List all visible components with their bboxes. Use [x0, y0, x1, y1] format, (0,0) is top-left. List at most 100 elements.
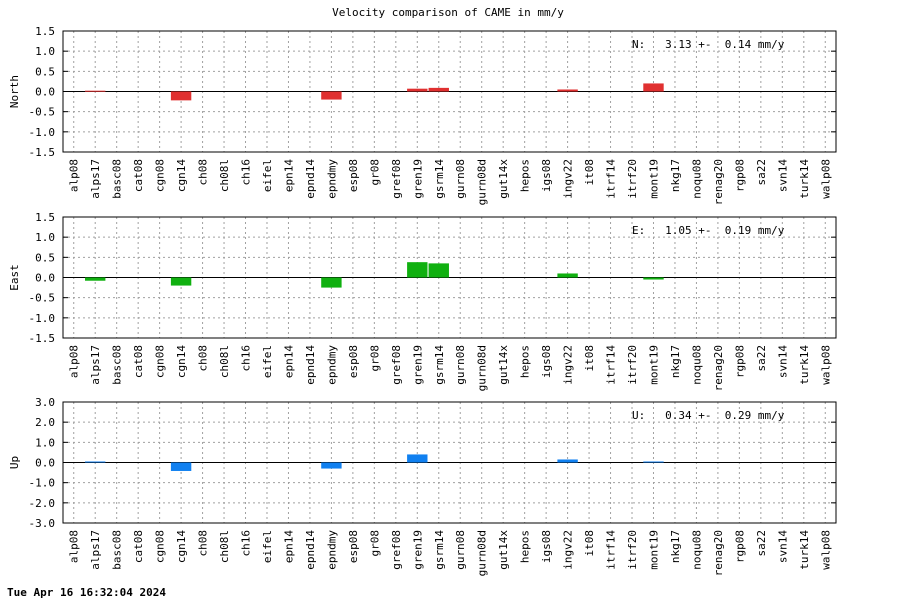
x-tick-label: esp08 — [347, 530, 360, 563]
x-tick-label: renag20 — [712, 345, 725, 391]
x-tick-label: epnd14 — [304, 345, 317, 385]
x-tick-label: epnd14 — [304, 530, 317, 570]
x-tick-label: basc08 — [111, 530, 124, 570]
x-tick-label: walp08 — [819, 530, 832, 570]
bar-alps17 — [85, 90, 106, 92]
y-tick-label: 1.5 — [35, 211, 55, 224]
x-tick-label: mont19 — [647, 345, 660, 385]
x-tick-label: ch16 — [240, 159, 253, 186]
x-tick-label: alp08 — [68, 530, 81, 563]
y-axis-label: Up — [8, 456, 21, 469]
x-tick-label: svn14 — [776, 345, 789, 378]
bar-ingv22 — [557, 459, 578, 463]
x-tick-label: renag20 — [712, 159, 725, 205]
x-tick-label: noqu08 — [690, 159, 703, 199]
x-tick-label: gsrm14 — [433, 530, 446, 570]
bar-epndmy — [321, 91, 342, 100]
x-tick-label: nkg17 — [669, 530, 682, 563]
y-axis-label: North — [8, 75, 21, 108]
x-tick-label: ch08 — [197, 345, 210, 372]
x-tick-label: gurn08d — [476, 345, 489, 391]
x-tick-label: sa22 — [755, 345, 768, 372]
x-tick-label: gut14x — [497, 159, 510, 199]
x-tick-label: rgp08 — [733, 530, 746, 563]
x-tick-label: esp08 — [347, 159, 360, 192]
x-tick-label: igs08 — [540, 159, 553, 192]
x-tick-label: igs08 — [540, 345, 553, 378]
x-tick-label: cgn14 — [175, 345, 188, 378]
x-tick-label: cgn08 — [154, 530, 167, 563]
x-tick-label: basc08 — [111, 159, 124, 199]
x-tick-label: ch08 — [197, 530, 210, 557]
x-tick-label: hepos — [519, 530, 532, 563]
y-tick-label: 0.0 — [35, 272, 55, 285]
x-tick-label: ch08l — [218, 530, 231, 563]
timestamp-footer: Tue Apr 16 16:32:04 2024 — [7, 586, 166, 599]
x-tick-label: gr08 — [368, 159, 381, 186]
x-tick-label: eifel — [261, 345, 274, 378]
bar-gren19 — [407, 88, 428, 92]
y-tick-label: 0.5 — [35, 65, 55, 78]
bar-gren19 — [407, 262, 428, 278]
x-tick-label: ingv22 — [562, 159, 575, 199]
velocity-annotation: E: 1.05 +- 0.19 mm/y — [632, 224, 785, 237]
x-tick-label: basc08 — [111, 345, 124, 385]
x-tick-label: epndmy — [325, 159, 338, 199]
x-tick-label: nkg17 — [669, 159, 682, 192]
x-tick-label: it08 — [583, 530, 596, 557]
x-tick-label: eifel — [261, 530, 274, 563]
x-tick-label: eifel — [261, 159, 274, 192]
x-tick-label: it08 — [583, 159, 596, 186]
x-tick-label: gurn08 — [454, 530, 467, 570]
x-tick-label: cat08 — [132, 159, 145, 192]
bar-gsrm14 — [428, 263, 449, 278]
x-tick-label: nkg17 — [669, 345, 682, 378]
velocity-annotation: N: 3.13 +- 0.14 mm/y — [632, 38, 785, 51]
x-tick-label: itrf14 — [605, 345, 618, 385]
y-tick-label: -1.5 — [29, 146, 56, 159]
x-tick-label: itrf20 — [626, 345, 639, 385]
x-tick-label: ingv22 — [562, 530, 575, 570]
x-tick-label: gref08 — [390, 530, 403, 570]
plot-frame — [62, 216, 837, 339]
y-tick-label: -3.0 — [29, 517, 56, 530]
plot-frame — [62, 30, 837, 153]
x-tick-label: turk14 — [798, 345, 811, 385]
y-tick-label: -1.0 — [29, 477, 56, 490]
y-tick-label: 0.0 — [35, 86, 55, 99]
x-tick-label: noqu08 — [690, 530, 703, 570]
bar-alps17 — [85, 461, 106, 463]
x-tick-label: epndmy — [325, 345, 338, 385]
bar-epndmy — [321, 462, 342, 469]
x-tick-label: gr08 — [368, 345, 381, 372]
x-tick-label: itrf20 — [626, 159, 639, 199]
x-tick-label: ch16 — [240, 530, 253, 557]
x-tick-label: mont19 — [647, 530, 660, 570]
x-tick-label: gut14x — [497, 345, 510, 385]
y-tick-label: -1.5 — [29, 332, 56, 345]
x-tick-label: cgn08 — [154, 159, 167, 192]
bar-cgn14 — [170, 462, 192, 471]
x-tick-label: cgn14 — [175, 159, 188, 192]
x-tick-label: epn14 — [282, 345, 295, 378]
x-tick-label: turk14 — [798, 530, 811, 570]
x-tick-label: renag20 — [712, 530, 725, 576]
x-tick-label: epn14 — [282, 530, 295, 563]
x-tick-label: sa22 — [755, 159, 768, 186]
x-tick-label: gsrm14 — [433, 159, 446, 199]
bar-mont19 — [643, 83, 664, 92]
y-axis-label: East — [8, 264, 21, 291]
x-tick-label: gr08 — [368, 530, 381, 557]
y-tick-label: 3.0 — [35, 396, 55, 409]
panel-east: 1.5 1.0 0.5 0.0 -0.5 -1.0 -1.5 alp08 alps17 basc0… — [8, 211, 837, 391]
y-tick-label: -1.0 — [29, 312, 56, 325]
x-tick-label: ch08l — [218, 345, 231, 378]
x-tick-label: gurn08 — [454, 345, 467, 385]
y-tick-label: 1.5 — [35, 25, 55, 38]
y-tick-label: -0.5 — [29, 292, 56, 305]
x-tick-label: ch16 — [240, 345, 253, 372]
x-tick-label: mont19 — [647, 159, 660, 199]
x-tick-label: hepos — [519, 345, 532, 378]
x-tick-label: gurn08 — [454, 159, 467, 199]
x-tick-label: igs08 — [540, 530, 553, 563]
